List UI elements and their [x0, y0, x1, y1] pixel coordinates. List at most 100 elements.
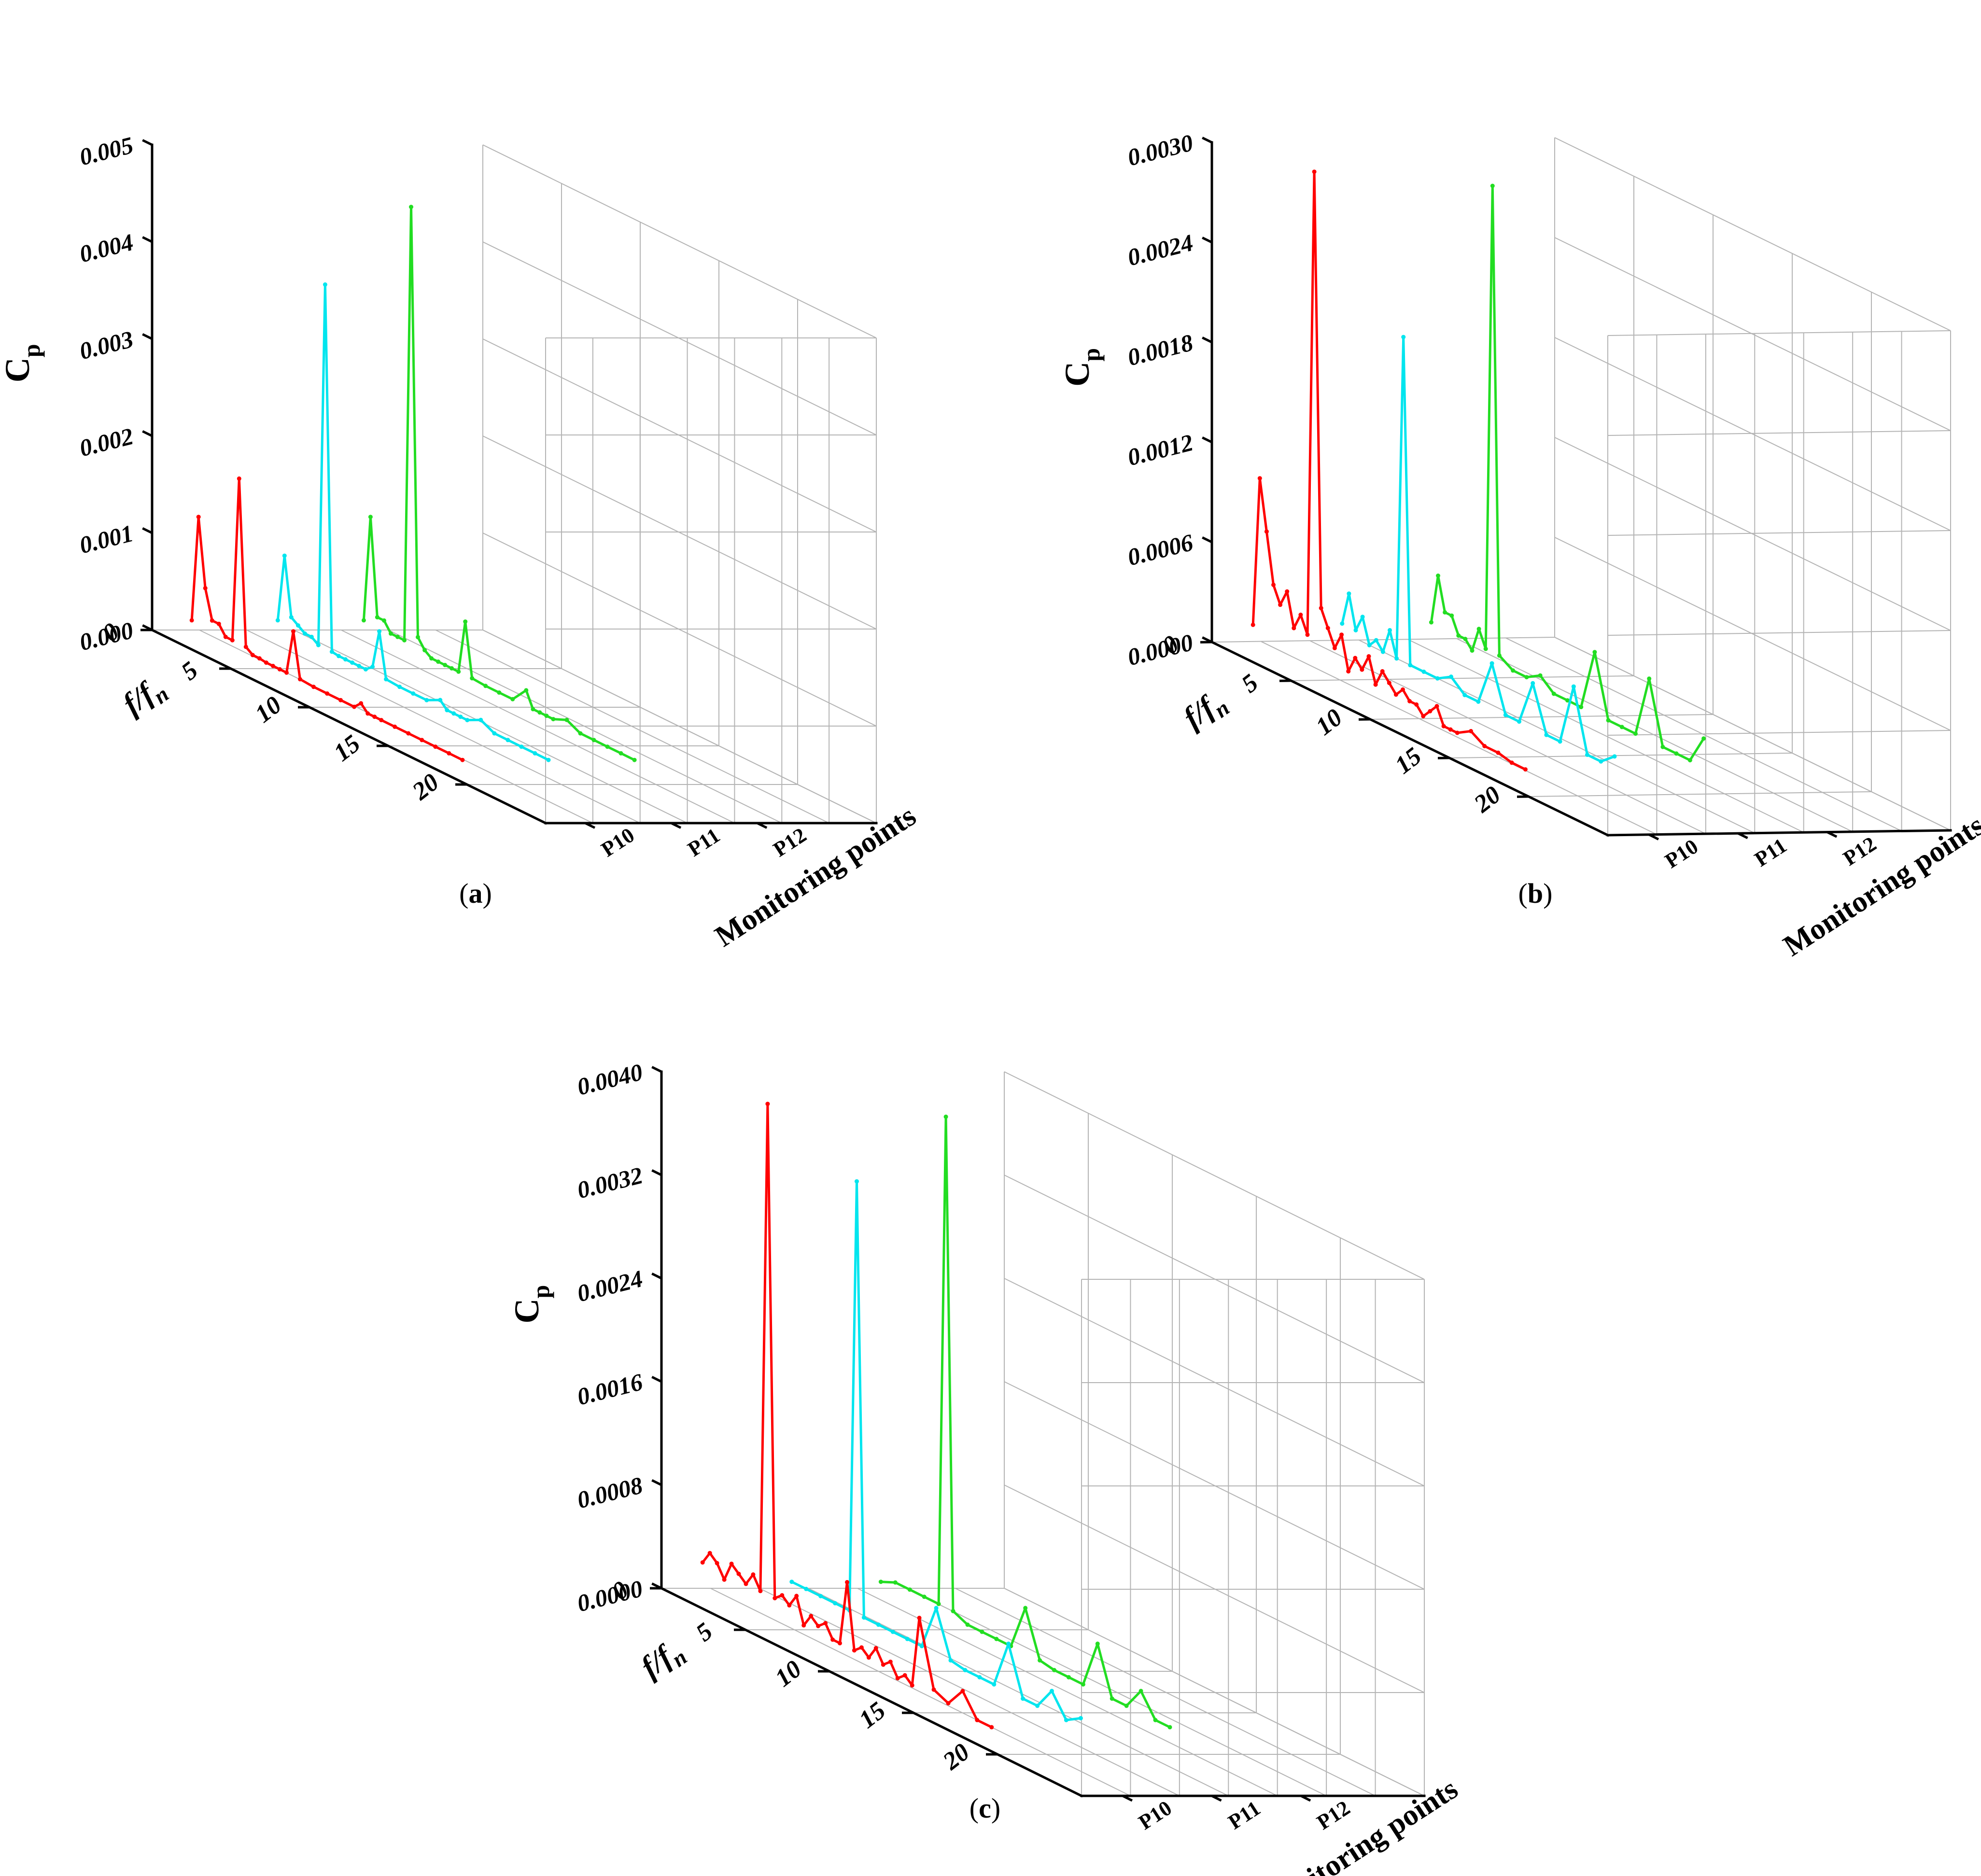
data-point [1407, 699, 1412, 703]
z-tick-label: P10 [1661, 834, 1702, 873]
data-point [196, 515, 201, 519]
y-tick [1202, 436, 1213, 444]
data-point [1052, 1668, 1056, 1672]
data-point [910, 1683, 914, 1688]
data-point [1353, 656, 1358, 660]
grid-line [1309, 640, 1706, 835]
x-axis-title: f/fn [1177, 683, 1234, 740]
data-point [618, 751, 623, 756]
data-point [1340, 621, 1345, 626]
y-tick-label: 0.0016 [575, 1368, 646, 1411]
grid-line [482, 532, 877, 727]
data-point [1332, 645, 1337, 650]
data-point [237, 476, 241, 481]
data-point [1619, 725, 1624, 729]
data-point [361, 618, 366, 623]
data-point [309, 634, 314, 639]
data-point [881, 1662, 885, 1667]
data-point [1469, 729, 1473, 733]
data-point [789, 1580, 794, 1584]
grid-line [388, 630, 782, 824]
grid-line [1528, 791, 1872, 797]
data-point [375, 615, 379, 620]
data-point [917, 1615, 922, 1620]
data-point [343, 657, 348, 662]
data-point [902, 1673, 907, 1678]
x-tick-label: 15 [1390, 742, 1427, 780]
data-point [379, 718, 384, 723]
grid-line [1554, 537, 1951, 731]
data-point [497, 690, 502, 695]
y-tick [651, 1376, 662, 1383]
series-P11 [789, 1179, 1083, 1722]
data-point [919, 1644, 924, 1649]
x-tick-label: 15 [329, 730, 365, 767]
data-point [878, 1580, 883, 1584]
data-point [1599, 759, 1603, 764]
data-point [833, 1601, 838, 1606]
z-tick [671, 822, 682, 829]
data-point [946, 1701, 951, 1706]
x-axis-line [660, 1586, 1083, 1798]
data-point [1490, 183, 1495, 188]
grid-line [857, 1588, 1278, 1796]
data-point [352, 704, 357, 709]
data-point [1095, 1641, 1100, 1646]
data-point [189, 618, 194, 623]
data-point [302, 631, 307, 636]
data-point [729, 1561, 734, 1566]
data-point [1660, 744, 1665, 749]
data-point [855, 1179, 859, 1184]
data-point [801, 1623, 806, 1628]
data-point [707, 1551, 712, 1555]
y-axis-title-sub: p [527, 1285, 554, 1299]
data-point [632, 757, 637, 762]
data-point [395, 634, 400, 639]
data-point [275, 618, 280, 623]
data-point [470, 676, 475, 681]
data-point [905, 1637, 910, 1641]
data-point [420, 738, 424, 742]
data-point [1456, 633, 1461, 638]
data-point [1153, 1718, 1158, 1722]
series-line [362, 206, 635, 761]
data-point [551, 717, 556, 722]
data-point [1674, 751, 1679, 756]
data-point [368, 515, 373, 519]
data-point [1278, 602, 1283, 607]
grid-line [1004, 1071, 1425, 1280]
data-point [823, 1621, 828, 1625]
caption-open: ( [1518, 878, 1528, 909]
y-tick [142, 333, 153, 340]
data-point [866, 1655, 871, 1660]
x-tick-label: 10 [1311, 704, 1348, 741]
grid-line [1607, 330, 1951, 336]
y-axis-title-main: C [1058, 362, 1096, 387]
data-point [943, 1114, 948, 1119]
data-point [1476, 700, 1481, 704]
data-point [458, 714, 463, 719]
series-line [190, 477, 464, 761]
y-tick [142, 236, 153, 243]
x-axis-title: f/fn [116, 669, 173, 726]
data-point [1489, 661, 1494, 666]
data-point [1523, 767, 1528, 772]
grid-line [1260, 641, 1657, 835]
x-tick-label: 5 [176, 657, 203, 686]
data-point [270, 664, 275, 668]
z-tick-label: P11 [1750, 834, 1791, 871]
data-point [1429, 620, 1433, 625]
grid-line [1554, 437, 1951, 631]
data-point [1347, 591, 1351, 596]
data-point [1292, 626, 1296, 630]
data-point [736, 1571, 741, 1576]
data-point [818, 1594, 823, 1598]
data-point [1380, 649, 1385, 654]
data-point [544, 714, 549, 718]
data-point [389, 631, 393, 636]
data-point [443, 663, 448, 667]
data-point [765, 1102, 770, 1106]
data-point [1394, 656, 1399, 661]
data-point [960, 1689, 965, 1694]
data-point [951, 1609, 955, 1613]
